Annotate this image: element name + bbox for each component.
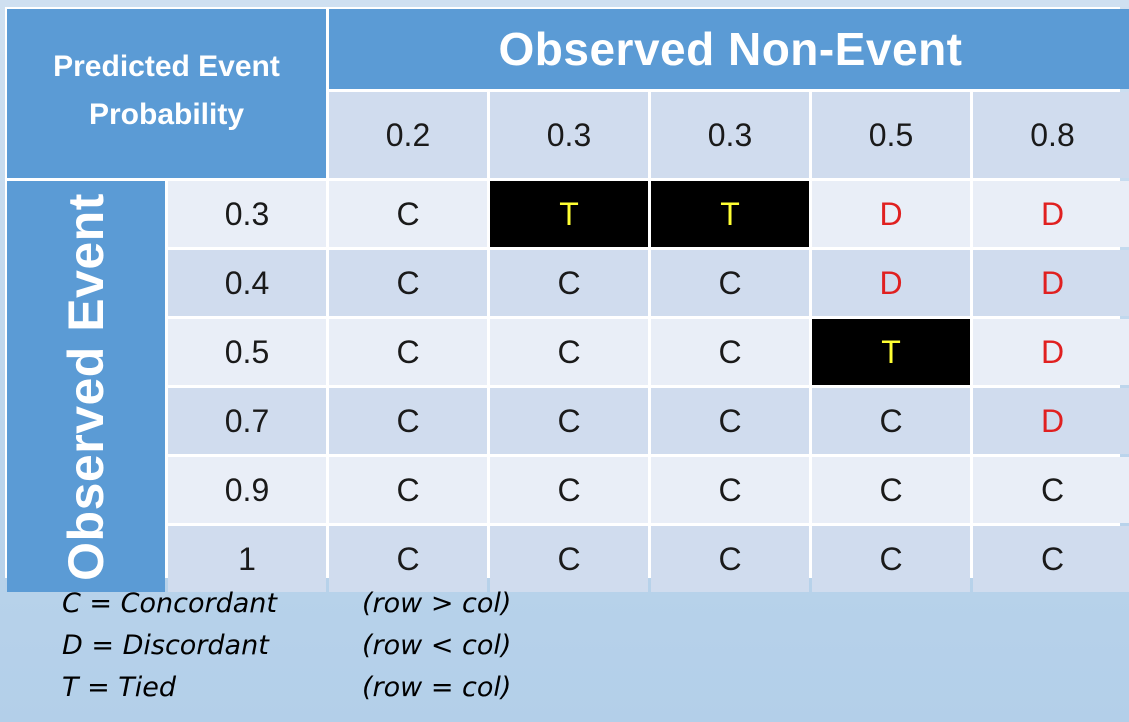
pair-cell: C — [490, 457, 648, 523]
column-header: 0.8 — [973, 92, 1129, 178]
legend-key: T = Tied — [62, 671, 177, 703]
corner-line-1: Predicted Event — [53, 49, 280, 83]
observed-non-event-header: Observed Non-Event — [329, 9, 1129, 89]
pair-cell: D — [973, 181, 1129, 247]
pair-cell: T — [812, 319, 970, 385]
pair-cell: C — [812, 457, 970, 523]
pair-cell: D — [812, 181, 970, 247]
row-header: 0.5 — [168, 319, 326, 385]
observed-event-header: Observed Event — [7, 181, 165, 592]
predicted-event-probability-header: Predicted Event Probability — [7, 9, 326, 178]
row-header: 0.3 — [168, 181, 326, 247]
column-header: 0.5 — [812, 92, 970, 178]
pair-cell: C — [329, 181, 487, 247]
pair-cell: D — [973, 319, 1129, 385]
pair-cell: C — [329, 388, 487, 454]
pair-cell: D — [973, 388, 1129, 454]
pair-cell: D — [973, 250, 1129, 316]
pair-cell: C — [812, 526, 970, 592]
pair-cell: C — [973, 457, 1129, 523]
column-header: 0.3 — [651, 92, 809, 178]
pair-cell: C — [490, 388, 648, 454]
pair-cell: C — [490, 250, 648, 316]
legend-rule: (row > col) — [362, 587, 512, 619]
column-header: 0.2 — [329, 92, 487, 178]
pair-cell: C — [329, 457, 487, 523]
pair-cell: C — [651, 250, 809, 316]
concordance-table: Predicted Event Probability Observed Non… — [5, 7, 1129, 592]
pair-cell: C — [651, 526, 809, 592]
pair-cell: C — [329, 319, 487, 385]
corner-line-2: Probability — [88, 97, 245, 131]
pair-cell: C — [329, 250, 487, 316]
pair-cell: T — [651, 181, 809, 247]
row-header: 1 — [168, 526, 326, 592]
observed-event-label: Observed Event — [58, 192, 114, 581]
pair-cell: C — [651, 319, 809, 385]
row-header: 0.4 — [168, 250, 326, 316]
pair-cell: D — [812, 250, 970, 316]
pair-cell: C — [973, 526, 1129, 592]
legend-item: D = Discordant (row < col) — [62, 624, 511, 666]
pair-cell: T — [490, 181, 648, 247]
row-header: 0.9 — [168, 457, 326, 523]
pair-cell: C — [651, 457, 809, 523]
legend-item: C = Concordant (row > col) — [62, 582, 511, 624]
legend: C = Concordant (row > col) D = Discordan… — [62, 582, 511, 708]
pair-cell: C — [490, 319, 648, 385]
legend-item: T = Tied (row = col) — [62, 666, 511, 708]
legend-rule: (row < col) — [362, 629, 512, 661]
legend-key: C = Concordant — [62, 587, 277, 619]
legend-rule: (row = col) — [362, 671, 512, 703]
pair-cell: C — [651, 388, 809, 454]
legend-key: D = Discordant — [62, 629, 269, 661]
row-header: 0.7 — [168, 388, 326, 454]
pair-cell: C — [329, 526, 487, 592]
pair-cell: C — [812, 388, 970, 454]
pair-cell: C — [490, 526, 648, 592]
column-header: 0.3 — [490, 92, 648, 178]
